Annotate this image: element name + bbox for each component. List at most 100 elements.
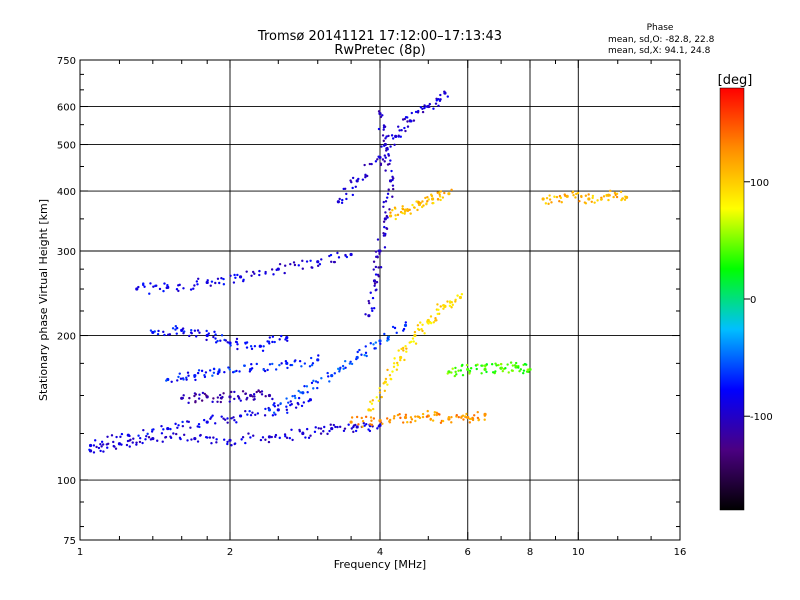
data-point (355, 415, 359, 419)
data-point (149, 282, 152, 285)
data-point (426, 195, 429, 199)
data-point (351, 176, 355, 180)
data-point (375, 396, 378, 399)
data-point (309, 356, 313, 360)
data-point (294, 396, 297, 400)
data-point (267, 435, 272, 439)
data-point (419, 321, 422, 324)
data-point (454, 366, 457, 370)
data-point (483, 364, 487, 367)
data-point (517, 366, 520, 369)
data-point (334, 425, 337, 429)
data-point (465, 412, 468, 416)
data-point (385, 227, 388, 230)
data-point (436, 198, 440, 201)
data-point (404, 129, 407, 133)
data-point (377, 399, 381, 403)
data-point (222, 438, 226, 441)
data-point (395, 368, 399, 371)
data-point (212, 371, 216, 375)
data-point (386, 192, 390, 196)
data-point (384, 200, 388, 203)
data-point (244, 409, 247, 413)
data-point (333, 260, 337, 264)
data-point (468, 371, 471, 374)
data-point (308, 398, 313, 402)
data-point (404, 344, 407, 348)
data-point (286, 411, 289, 414)
data-point (187, 401, 190, 405)
data-point (558, 194, 562, 198)
data-point (406, 420, 409, 424)
data-point (450, 421, 453, 424)
data-point (125, 443, 129, 447)
data-point (414, 110, 418, 114)
data-point (352, 430, 355, 434)
data-point (432, 107, 435, 110)
data-point (252, 434, 255, 437)
data-point (238, 397, 241, 400)
data-point (450, 301, 453, 304)
data-point (495, 364, 498, 367)
data-point (384, 377, 388, 381)
data-point (323, 425, 326, 429)
data-point (151, 428, 154, 432)
data-point (284, 435, 287, 438)
x-tick-label: 2 (227, 547, 233, 558)
data-point (439, 190, 443, 193)
data-point (365, 422, 368, 426)
data-point (278, 262, 282, 266)
data-point (395, 331, 398, 335)
data-point (491, 371, 495, 374)
data-point (345, 197, 348, 201)
data-point (88, 448, 91, 451)
data-point (175, 326, 179, 330)
data-point (100, 445, 103, 448)
data-point (374, 250, 378, 253)
data-point (450, 188, 453, 192)
data-point (333, 372, 337, 375)
data-point (250, 347, 254, 351)
data-point (525, 363, 528, 366)
data-point (460, 416, 463, 419)
data-point (391, 195, 394, 198)
data-point (235, 421, 238, 424)
data-point (190, 328, 193, 332)
data-point (264, 438, 267, 441)
data-point (378, 339, 382, 343)
data-point (244, 342, 247, 345)
data-point (414, 342, 418, 345)
data-point (264, 407, 267, 411)
data-point (193, 329, 197, 332)
data-point (336, 251, 339, 255)
data-point (212, 397, 215, 400)
data-point (189, 288, 193, 291)
data-point (254, 413, 257, 416)
data-point (138, 436, 142, 440)
data-point (416, 208, 419, 212)
data-point (383, 125, 387, 128)
data-point (330, 374, 334, 378)
data-point (442, 307, 445, 310)
data-point (424, 196, 427, 200)
phase-stats-x: mean, sd,X: 94.1, 24.8 (608, 46, 711, 56)
data-point (250, 362, 253, 366)
data-point (372, 268, 375, 271)
data-point (250, 274, 253, 278)
data-point (273, 340, 276, 344)
data-point (383, 380, 387, 384)
data-point (584, 194, 588, 197)
data-point (206, 436, 209, 439)
data-point (203, 374, 206, 377)
data-point (367, 428, 370, 431)
data-point (212, 335, 215, 339)
data-point (182, 394, 185, 397)
data-point (245, 346, 249, 349)
data-point (196, 440, 200, 443)
data-point (441, 419, 445, 423)
data-point (420, 205, 424, 209)
data-point (338, 425, 342, 429)
data-point (413, 333, 417, 338)
data-point (383, 217, 387, 221)
data-point (209, 284, 212, 287)
